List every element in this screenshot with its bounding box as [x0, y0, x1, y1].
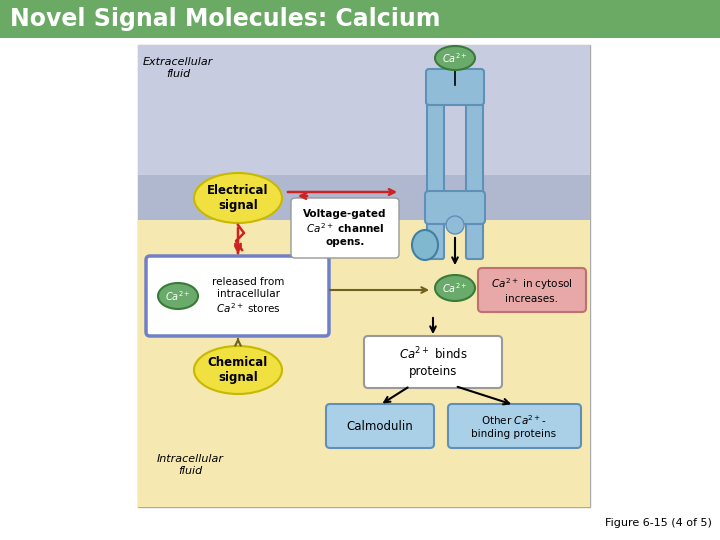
FancyBboxPatch shape [427, 80, 444, 259]
Text: Electrical
signal: Electrical signal [207, 184, 269, 212]
Text: $Ca^{2+}$ binds
proteins: $Ca^{2+}$ binds proteins [399, 346, 467, 378]
Ellipse shape [412, 230, 438, 260]
FancyBboxPatch shape [138, 175, 590, 220]
FancyBboxPatch shape [466, 80, 483, 259]
FancyBboxPatch shape [326, 404, 434, 448]
FancyBboxPatch shape [364, 336, 502, 388]
FancyBboxPatch shape [426, 69, 484, 105]
Text: Figure 6-15 (4 of 5): Figure 6-15 (4 of 5) [605, 518, 712, 528]
FancyBboxPatch shape [138, 45, 590, 507]
Text: Other $Ca^{2+}$-
binding proteins: Other $Ca^{2+}$- binding proteins [472, 413, 557, 438]
Ellipse shape [435, 46, 475, 70]
FancyBboxPatch shape [138, 45, 590, 180]
FancyBboxPatch shape [425, 191, 485, 224]
Ellipse shape [158, 283, 198, 309]
FancyBboxPatch shape [291, 198, 399, 258]
Text: $Ca^{2+}$: $Ca^{2+}$ [442, 281, 468, 295]
Text: Voltage-gated
$Ca^{2+}$ channel
opens.: Voltage-gated $Ca^{2+}$ channel opens. [303, 209, 387, 247]
Text: $Ca^{2+}$ in cytosol
increases.: $Ca^{2+}$ in cytosol increases. [491, 276, 573, 303]
Text: Intracellular
fluid: Intracellular fluid [156, 454, 223, 476]
FancyBboxPatch shape [0, 0, 720, 38]
FancyBboxPatch shape [138, 220, 590, 507]
Text: Calmodulin: Calmodulin [346, 420, 413, 433]
FancyBboxPatch shape [478, 268, 586, 312]
Ellipse shape [446, 216, 464, 234]
Text: $Ca^{2+}$: $Ca^{2+}$ [442, 51, 468, 65]
Text: Chemical
signal: Chemical signal [208, 356, 268, 384]
Ellipse shape [194, 173, 282, 223]
Ellipse shape [435, 275, 475, 301]
FancyBboxPatch shape [146, 256, 329, 336]
Text: released from
intracellular
$Ca^{2+}$ stores: released from intracellular $Ca^{2+}$ st… [212, 277, 284, 315]
Text: Novel Signal Molecules: Calcium: Novel Signal Molecules: Calcium [10, 7, 441, 31]
Ellipse shape [194, 346, 282, 394]
FancyBboxPatch shape [448, 404, 581, 448]
Text: Extracellular
fluid: Extracellular fluid [143, 57, 213, 79]
Text: $Ca^{2+}$: $Ca^{2+}$ [165, 289, 191, 303]
